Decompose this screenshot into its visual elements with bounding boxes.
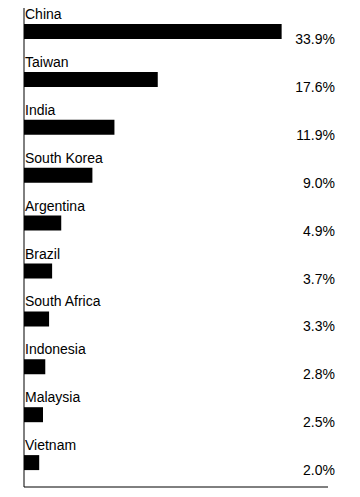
svg-text:2.8%: 2.8% — [303, 366, 335, 382]
svg-text:3.7%: 3.7% — [303, 271, 335, 287]
svg-text:Indonesia: Indonesia — [25, 341, 86, 357]
svg-text:India: India — [25, 102, 56, 118]
svg-text:Vietnam: Vietnam — [25, 437, 76, 453]
svg-text:2.0%: 2.0% — [303, 462, 335, 478]
svg-text:South Africa: South Africa — [25, 293, 101, 309]
svg-text:South Korea: South Korea — [25, 150, 103, 166]
svg-text:Argentina: Argentina — [25, 198, 85, 214]
svg-text:11.9%: 11.9% — [296, 127, 335, 143]
svg-text:2.5%: 2.5% — [303, 414, 335, 430]
svg-text:Taiwan: Taiwan — [25, 54, 69, 70]
svg-text:Malaysia: Malaysia — [25, 389, 80, 405]
svg-text:4.9%: 4.9% — [303, 223, 335, 239]
svg-text:China: China — [25, 8, 62, 22]
svg-text:3.3%: 3.3% — [303, 318, 335, 334]
svg-text:Brazil: Brazil — [25, 246, 60, 262]
svg-text:9.0%: 9.0% — [303, 175, 335, 191]
svg-text:17.6%: 17.6% — [295, 79, 335, 95]
svg-text:33.9%: 33.9% — [295, 31, 335, 47]
